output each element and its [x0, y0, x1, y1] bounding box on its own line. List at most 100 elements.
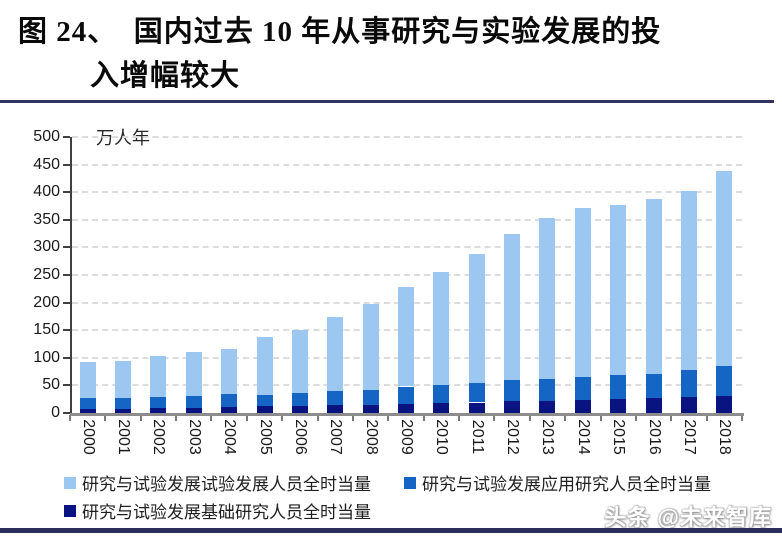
bar-segment [221, 348, 238, 395]
bar-segment [504, 379, 521, 402]
bar-segment [610, 205, 627, 376]
bar-segment [79, 398, 96, 409]
bar-segment [327, 390, 344, 406]
bar-segment [221, 407, 238, 413]
bar-segment [398, 404, 414, 413]
x-axis-tick [458, 415, 461, 421]
bar-segment [680, 370, 697, 397]
bar-segment [256, 394, 273, 407]
bar-segment [185, 352, 202, 396]
bar-segment [256, 406, 273, 413]
x-axis-tick [104, 415, 107, 421]
y-axis-tick [63, 412, 70, 414]
legend-item-applied-research: 研究与试验发展应用研究人员全时当量 [404, 470, 711, 495]
y-axis-tick [63, 384, 70, 387]
bar-segment [610, 375, 627, 400]
title-divider-line [0, 100, 774, 103]
bar-segment [468, 402, 485, 413]
x-axis-tick-label: 2007 [327, 419, 345, 455]
x-axis-tick-label: 2004 [221, 419, 239, 455]
bar-segment [680, 190, 697, 371]
bar-segment [327, 316, 344, 391]
x-axis-tick [351, 415, 354, 421]
bar-segment [150, 408, 167, 413]
x-axis-tick-label: 2003 [185, 419, 203, 455]
y-axis-tick [63, 274, 70, 276]
x-axis-tick [493, 415, 496, 421]
legend-swatch-applied-research [404, 476, 416, 489]
bar-segment [468, 382, 485, 403]
y-axis-tick-label: 250 [33, 266, 60, 283]
bar-segment [645, 198, 662, 374]
x-axis-tick [69, 415, 71, 421]
x-axis-tick [599, 415, 602, 421]
y-axis-tick [63, 163, 70, 166]
bar-segment [221, 394, 238, 408]
x-axis-tick [564, 415, 567, 421]
bar-segment [398, 286, 414, 387]
x-axis-tick [670, 415, 673, 421]
x-axis-tick [281, 415, 284, 421]
bar-segment [291, 392, 308, 406]
bar-segment [574, 208, 591, 378]
watermark: 头条 @未来智库 [604, 505, 772, 530]
x-axis-tick-label: 2014 [574, 419, 592, 455]
bar-segment [115, 408, 132, 413]
figure-title-line1: 图 24、 国内过去 10 年从事研究与实验发展的投 [18, 16, 662, 48]
x-axis-tick-label: 2016 [645, 419, 663, 455]
bar-segment [79, 408, 96, 413]
x-axis-tick [422, 415, 425, 421]
y-axis-tick [63, 301, 70, 304]
bar-segment [291, 405, 308, 413]
legend-label-applied-research: 研究与试验发展应用研究人员全时当量 [422, 475, 711, 494]
bar-segment [716, 171, 733, 367]
bar-segment [610, 399, 627, 413]
figure-title-line2: 入增幅较大 [90, 60, 241, 92]
x-axis-tick [528, 415, 531, 421]
x-axis-tick-label: 2010 [433, 419, 451, 455]
bar-segment [504, 401, 521, 413]
x-axis-tick-label: 2012 [504, 419, 522, 455]
bar-segment [362, 304, 379, 390]
bar-segment [362, 389, 379, 405]
grid-line [72, 218, 742, 221]
x-axis-tick [705, 415, 708, 421]
x-axis-tick-label: 2002 [150, 419, 168, 455]
x-axis-tick [741, 415, 743, 421]
x-axis-tick [245, 415, 248, 421]
legend-item-basic-research: 研究与试验发展基础研究人员全时当量 [64, 498, 371, 523]
bar-segment [115, 360, 132, 399]
bar-segment [539, 218, 556, 379]
x-axis-tick-label: 2009 [398, 419, 415, 455]
x-axis-tick [387, 415, 390, 421]
y-axis-tick-label: 350 [33, 210, 60, 228]
bar-segment [150, 355, 167, 397]
x-axis-line [70, 413, 744, 416]
y-axis-tick-label: 500 [33, 128, 60, 145]
y-axis-tick [63, 329, 70, 332]
x-axis-tick-label: 2001 [115, 419, 133, 455]
y-axis-tick-label: 150 [33, 321, 60, 339]
grid-line [72, 163, 742, 166]
y-axis-unit-label: 万人年 [96, 128, 150, 148]
bar-segment [256, 337, 273, 395]
grid-line [72, 191, 742, 194]
x-axis-tick-label: 2015 [610, 419, 628, 455]
x-axis-tick-label: 2000 [79, 419, 97, 455]
bar-segment [327, 405, 344, 413]
y-axis-tick [63, 356, 70, 359]
x-axis-tick-label: 2011 [468, 419, 486, 455]
bar-segment [185, 395, 202, 409]
bar-segment [79, 362, 96, 399]
y-axis-tick [63, 218, 70, 221]
y-axis-tick-label: 50 [42, 376, 60, 394]
grid-line [72, 246, 742, 249]
y-axis-tick-label: 450 [33, 155, 60, 173]
x-axis-tick [316, 415, 319, 421]
y-axis-tick-label: 400 [33, 183, 60, 201]
bottom-divider-line [0, 528, 782, 533]
bar-segment [398, 386, 414, 405]
x-axis-tick [634, 415, 637, 421]
bar-segment [574, 377, 591, 400]
legend-swatch-basic-research [64, 504, 76, 517]
